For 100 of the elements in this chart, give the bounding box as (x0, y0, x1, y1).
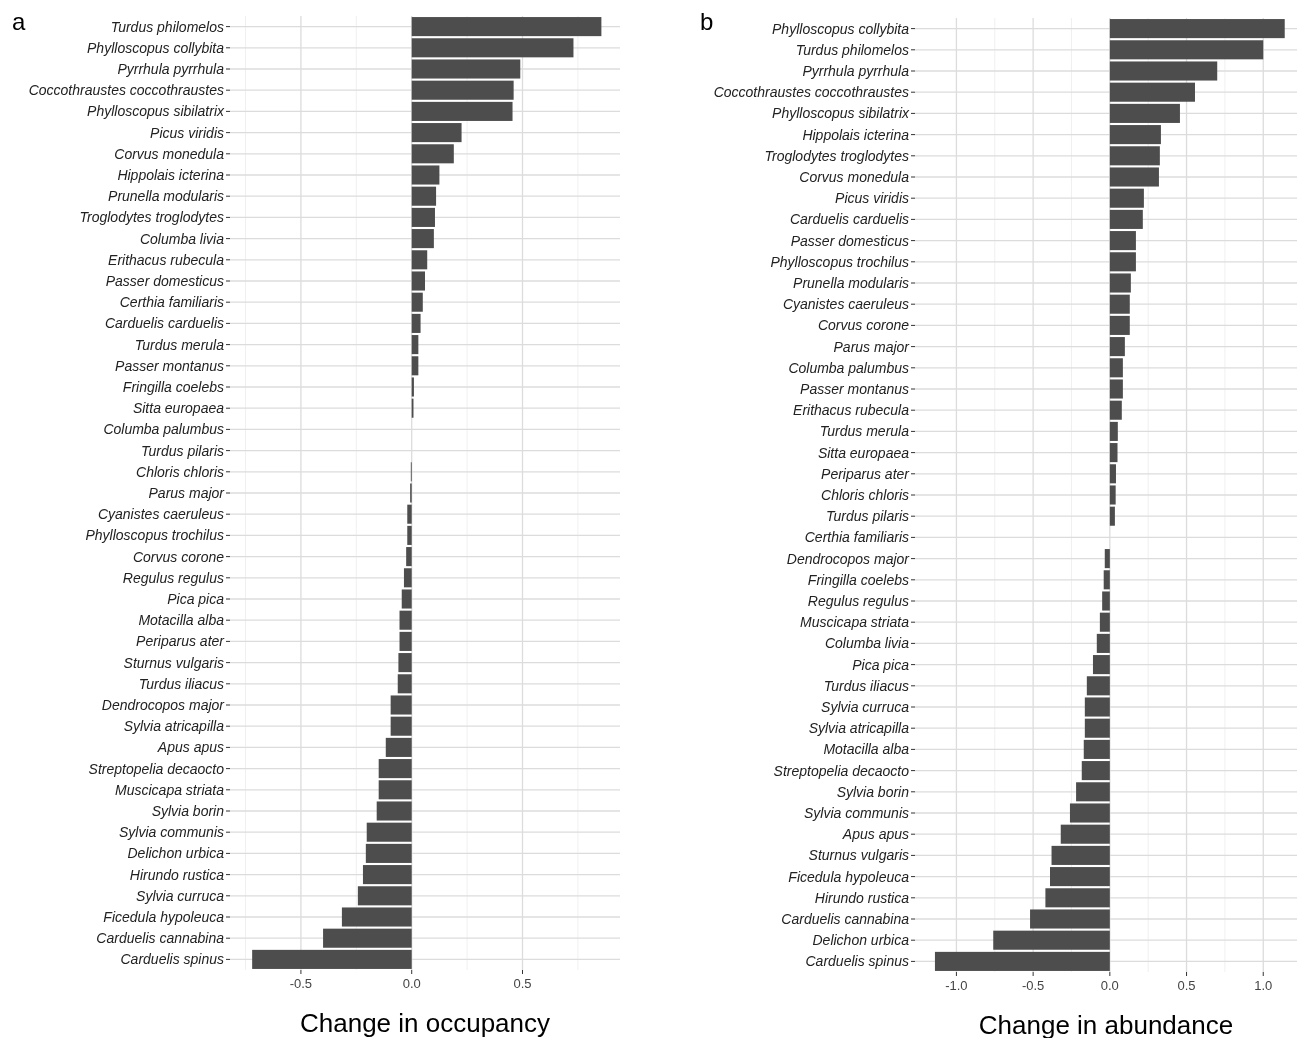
y-tick-label: Sylvia borin (151, 802, 225, 819)
bar (1109, 485, 1116, 505)
bar (1109, 209, 1143, 229)
bar (1104, 549, 1110, 569)
y-tick-label: Phylloscopus trochilus (770, 253, 909, 270)
y-tick-label: Pyrrhula pyrrhula (802, 62, 910, 79)
bar (993, 930, 1110, 950)
x-tick-label: 0.5 (1177, 978, 1196, 993)
y-tick-label: Sylvia communis (803, 804, 909, 821)
bar (411, 80, 514, 100)
bar (411, 186, 437, 206)
bar (411, 38, 574, 58)
text: b (700, 8, 714, 35)
bar (1109, 252, 1136, 272)
text: a (12, 8, 26, 35)
bar (411, 59, 521, 79)
y-tick-label: Motacilla alba (138, 612, 225, 629)
bar (411, 165, 440, 185)
y-tick-label: Sitta europaea (132, 400, 225, 417)
y-tick-label: Phylloscopus trochilus (85, 527, 224, 544)
y-tick-label: Sylvia borin (836, 783, 910, 800)
bar (390, 716, 412, 736)
bar (1109, 464, 1116, 484)
y-tick-label: Carduelis carduelis (104, 315, 224, 332)
y-tick-label: Turdus iliacus (823, 677, 909, 694)
y-tick-label: Sitta europaea (817, 444, 910, 461)
bar (1096, 633, 1110, 653)
y-tick-label: Motacilla alba (823, 741, 910, 758)
bar (1103, 570, 1110, 590)
y-tick-label: Muscicapa striata (800, 614, 910, 631)
bar (1084, 718, 1110, 738)
bar (1081, 761, 1110, 781)
x-tick-label: 0.0 (402, 976, 421, 991)
y-tick-label: Apus apus (841, 826, 909, 843)
y-tick-label: Phylloscopus collybita (772, 20, 910, 37)
x-tick-label: -1.0 (945, 978, 968, 993)
x-axis-title: Change in occupancy (299, 1008, 551, 1038)
bar (1109, 167, 1159, 187)
bar (1109, 273, 1131, 293)
y-tick-label: Turdus pilaris (141, 442, 224, 459)
y-tick-label: Pica pica (852, 656, 910, 673)
bar (411, 229, 434, 249)
bar (411, 101, 513, 121)
y-tick-label: Regulus regulus (807, 592, 909, 609)
y-tick-label: Phylloscopus collybita (87, 39, 225, 56)
y-tick-label: Pyrrhula pyrrhula (117, 60, 225, 77)
bar (378, 759, 412, 779)
y-tick-label: Ficedula hypoleuca (788, 868, 910, 885)
bar (376, 801, 412, 821)
bar (366, 822, 412, 842)
y-tick-label: Delichon urbica (127, 845, 225, 862)
y-tick-label: Dendrocopos major (786, 550, 911, 567)
bar (411, 335, 419, 355)
bar (365, 843, 412, 863)
y-tick-label: Erithacus rubecula (793, 402, 910, 419)
bar (1109, 125, 1161, 145)
y-tick-label: Sylvia communis (118, 824, 224, 841)
y-tick-label: Hirundo rustica (814, 889, 910, 906)
y-tick-label: Turdus iliacus (138, 675, 224, 692)
y-tick-label: Turdus philomelos (110, 18, 224, 35)
y-tick-label: Cyanistes caeruleus (97, 506, 224, 523)
y-tick-label: Columba livia (139, 230, 225, 247)
bar (378, 780, 412, 800)
bar (399, 631, 412, 651)
bar (341, 907, 412, 927)
y-tick-label: Phylloscopus sibilatrix (772, 105, 910, 122)
y-tick-label: Columba palumbus (788, 359, 909, 376)
bar (1109, 421, 1118, 441)
y-tick-label: Turdus pilaris (826, 508, 909, 525)
y-tick-label: Corvus corone (817, 317, 910, 334)
bar (1086, 676, 1110, 696)
y-tick-label: Troglodytes troglodytes (79, 209, 224, 226)
bar (411, 123, 462, 143)
y-tick-label: Parus major (833, 338, 911, 355)
bar (1109, 103, 1180, 123)
y-tick-label: Streptopelia decaocto (88, 760, 225, 777)
y-tick-label: Prunella modularis (108, 188, 224, 205)
x-tick-label: -0.5 (1021, 978, 1045, 993)
bar (1109, 188, 1144, 208)
bar (411, 377, 414, 397)
bar (411, 17, 602, 37)
bar (411, 292, 423, 312)
bar (1060, 824, 1110, 844)
y-tick-label: Carduelis spinus (120, 951, 224, 968)
bar (403, 568, 412, 588)
y-tick-label: Columba livia (824, 635, 910, 652)
y-tick-label: Periparus ater (821, 465, 911, 482)
y-tick-label: Passer domesticus (790, 232, 909, 249)
y-tick-label: Passer montanus (115, 357, 224, 374)
bar (411, 207, 435, 227)
bar (411, 271, 425, 291)
bar (411, 250, 428, 270)
bar (1051, 845, 1110, 865)
y-tick-label: Carduelis cannabina (96, 930, 225, 947)
bar (406, 547, 412, 567)
y-tick-label: Cyanistes caeruleus (782, 296, 909, 313)
bar (1109, 294, 1130, 314)
y-tick-label: Coccothraustes coccothraustes (28, 82, 224, 99)
bar (1109, 379, 1123, 399)
bar (401, 589, 412, 609)
